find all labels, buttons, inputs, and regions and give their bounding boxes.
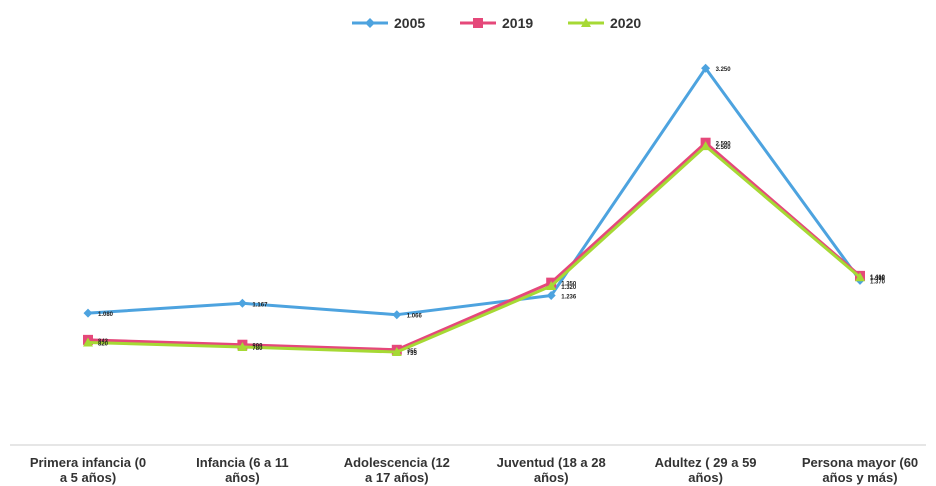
data-point-2005-4: [701, 63, 711, 73]
data-point-2020-4: [700, 141, 711, 151]
data-label-2020-5: 1.398: [870, 276, 886, 282]
series-line-2020: [87, 144, 861, 354]
category-label-3: Juventud (18 a 28 años): [497, 455, 606, 485]
category-label-4: Adultez ( 29 a 59 años): [655, 455, 757, 485]
data-label-2005-4: 3.250: [716, 67, 732, 73]
legend-swatch-marker: [365, 18, 375, 28]
category-label-1: Infancia (6 a 11 años): [196, 455, 289, 485]
data-point-2005-0: [83, 308, 93, 318]
legend-label: 2019: [502, 15, 533, 31]
data-point-2020-3: [546, 281, 557, 291]
data-point-2020-5: [855, 272, 865, 282]
data-point-2020-0: [83, 337, 93, 347]
data-label-2019-2: 755: [407, 349, 418, 355]
data-label-2005-3: 1.236: [561, 295, 577, 301]
series-2020: 820 780 735 1.320 2.560 1.398: [83, 141, 886, 357]
legend-swatch-marker: [473, 18, 483, 28]
data-label-2020-0: 820: [98, 341, 109, 347]
series-line-2005: [87, 66, 862, 317]
data-label-2019-4: 2.590: [716, 142, 732, 148]
series-line-2019: [87, 141, 861, 352]
data-label-2020-3: 1.320: [561, 285, 577, 291]
data-point-2005-3: [546, 291, 556, 301]
data-label-2005-1: 1.167: [252, 302, 268, 308]
legend-item-2019: 2019: [460, 15, 533, 31]
category-labels: Primera infancia (0 a 5 años) Infancia (6 …: [30, 455, 918, 485]
data-point-2005-1: [237, 298, 247, 308]
data-point-2005-2: [392, 310, 402, 320]
data-label-2019-3: 1.350: [561, 282, 577, 288]
legend-label: 2005: [394, 15, 425, 31]
category-label-5: Persona mayor (60 años y más): [802, 455, 918, 485]
data-label-2020-1: 780: [252, 346, 263, 352]
category-label-0: Primera infancia (0 a 5 años): [30, 455, 146, 485]
category-label-2: Adolescencia (12 a 17 años): [344, 455, 450, 485]
data-point-2020-2: [391, 347, 402, 357]
data-label-2005-0: 1.080: [98, 312, 114, 318]
legend: 2005 2019 2020: [352, 15, 641, 31]
legend-swatch-marker: [581, 18, 591, 27]
legend-item-2005: 2005: [352, 15, 425, 31]
legend-label: 2020: [610, 15, 641, 31]
data-point-2020-1: [237, 341, 248, 351]
data-label-2020-4: 2.560: [716, 145, 732, 151]
data-label-2005-5: 1.370: [870, 279, 886, 285]
legend-item-2020: 2020: [568, 15, 641, 31]
data-label-2005-2: 1.066: [407, 314, 423, 320]
data-label-2019-5: 1.410: [870, 275, 886, 281]
series-2005: 1.080 1.167 1.066 1.236 3.250 1.370: [83, 63, 886, 320]
data-label-2020-2: 735: [407, 351, 418, 357]
series-layer: 1.0801.1671.0661.2363.2501.3708438007551…: [83, 63, 886, 357]
